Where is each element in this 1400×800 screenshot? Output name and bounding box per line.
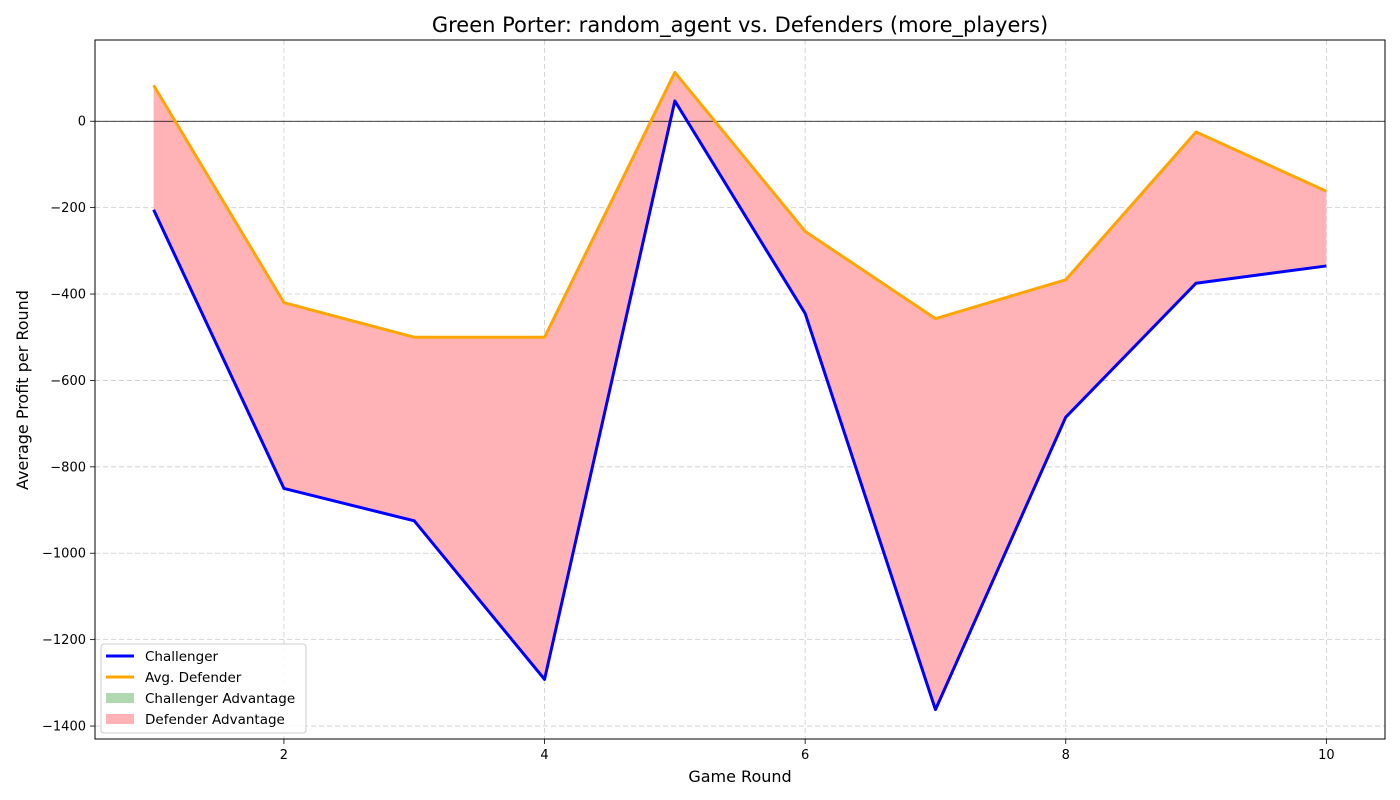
axis-ticks: 2 4 6 8 10 0 −200 −400 −600 −800 −1000 −1200 −1400 bbox=[42, 115, 1335, 763]
x-tick-label: 2 bbox=[280, 748, 288, 763]
y-tick-label: −400 bbox=[50, 288, 86, 303]
plot-frame bbox=[94, 39, 1386, 740]
x-tick-label: 4 bbox=[540, 748, 548, 763]
y-tick-label: −200 bbox=[50, 201, 86, 216]
y-tick-label: −600 bbox=[50, 374, 86, 389]
series-lines bbox=[152, 70, 1327, 712]
y-tick-label: −1000 bbox=[42, 547, 86, 562]
y-tick-label: −1200 bbox=[42, 633, 86, 648]
legend-defender-label: Avg. Defender bbox=[145, 670, 242, 686]
y-axis-title: Average Profit per Round bbox=[13, 290, 32, 490]
x-axis-title: Game Round bbox=[688, 767, 791, 786]
y-tick-label: 0 bbox=[78, 115, 86, 130]
x-tick-label: 8 bbox=[1062, 748, 1070, 763]
x-tick-label: 10 bbox=[1318, 748, 1335, 763]
legend-defender-advantage-label: Defender Advantage bbox=[145, 712, 285, 728]
legend-challenger-advantage-label: Challenger Advantage bbox=[145, 691, 295, 707]
legend-defender-advantage-swatch bbox=[106, 714, 134, 724]
chart-title: Green Porter: random_agent vs. Defenders… bbox=[432, 13, 1048, 38]
defender-line bbox=[152, 70, 1327, 339]
challenger-line bbox=[152, 99, 1327, 712]
legend-box bbox=[100, 643, 307, 734]
legend: Challenger Avg. Defender Challenger Advant… bbox=[100, 643, 307, 734]
legend-challenger-advantage-swatch bbox=[106, 693, 134, 703]
y-tick-label: −1400 bbox=[42, 720, 86, 735]
legend-challenger-label: Challenger bbox=[145, 649, 218, 665]
y-tick-label: −800 bbox=[50, 460, 86, 475]
defender-advantage-area bbox=[153, 72, 1327, 710]
advantage-fill bbox=[153, 72, 1327, 710]
x-tick-label: 6 bbox=[801, 748, 809, 763]
